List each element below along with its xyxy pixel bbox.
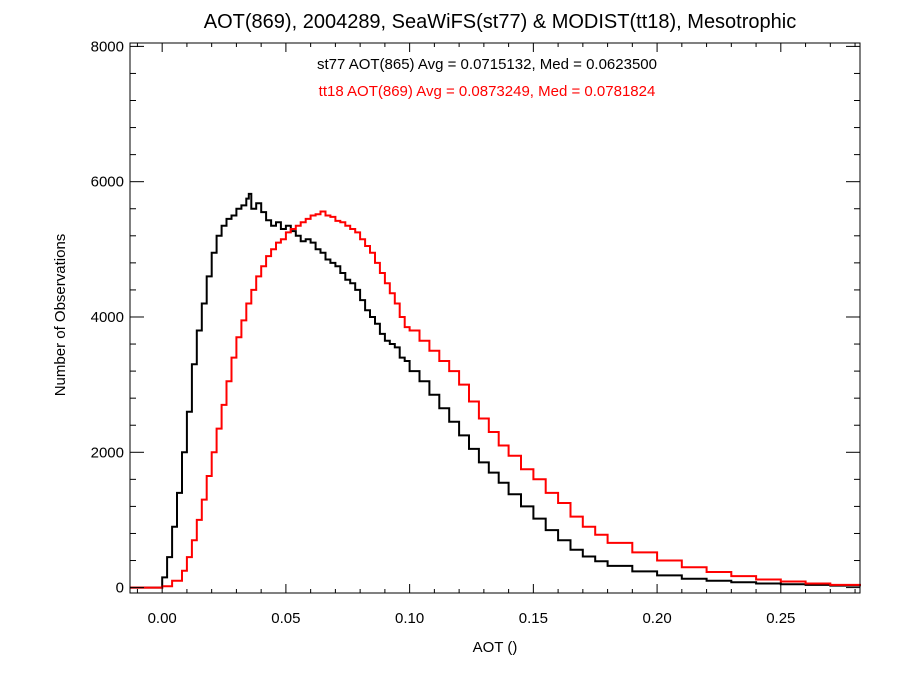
plot-frame — [129, 42, 861, 594]
x-axis-label: AOT () — [473, 639, 518, 656]
x-tick-label: 0.00 — [148, 610, 177, 627]
y-tick-label: 2000 — [91, 444, 124, 461]
chart-title: AOT(869), 2004289, SeaWiFS(st77) & MODIS… — [204, 11, 796, 33]
annotation-st77-stats: st77 AOT(865) Avg = 0.0715132, Med = 0.0… — [317, 56, 657, 73]
annotation-tt18-stats: tt18 AOT(869) Avg = 0.0873249, Med = 0.0… — [319, 83, 656, 100]
x-tick-label: 0.25 — [766, 610, 795, 627]
series-line-2 — [130, 210, 861, 589]
y-axis-label: Number of Observations — [52, 234, 69, 397]
x-tick-label: 0.10 — [395, 610, 424, 627]
y-tick-label: 6000 — [91, 174, 124, 191]
y-tick-label: 0 — [116, 580, 124, 597]
x-tick-label: 0.05 — [271, 610, 300, 627]
x-tick-label: 0.20 — [642, 610, 671, 627]
y-tick-label: 8000 — [91, 38, 124, 55]
axes-layer: 0.00 0.05 0.10 0.15 0.20 0.25 0 2000 4000 6000 800… — [91, 38, 861, 627]
series-layer — [130, 192, 861, 589]
y-tick-label: 4000 — [91, 309, 124, 326]
x-tick-label: 0.15 — [519, 610, 548, 627]
series-line-1 — [130, 192, 861, 589]
